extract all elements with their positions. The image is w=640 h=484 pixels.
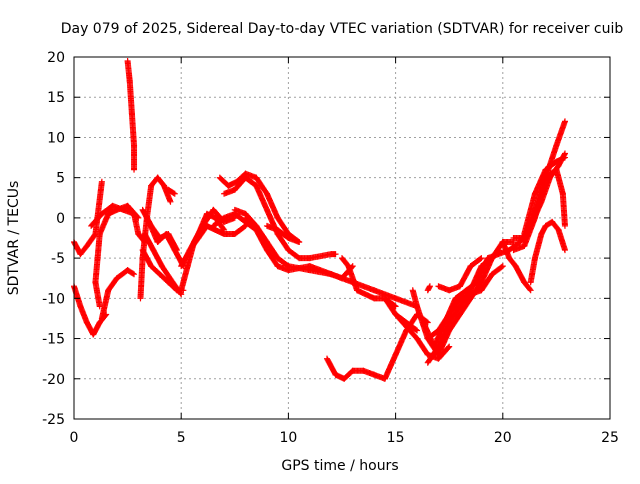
data-point xyxy=(98,178,105,185)
data-point xyxy=(332,251,339,258)
y-axis-label: SDTVAR / TECUs xyxy=(6,181,22,296)
data-point xyxy=(478,255,485,262)
x-tick-label: 15 xyxy=(387,430,405,446)
data-point xyxy=(170,190,177,197)
x-tick-label: 20 xyxy=(494,430,512,446)
data-point xyxy=(561,247,568,254)
y-tick-label: 15 xyxy=(47,90,65,106)
plot-frame xyxy=(73,56,611,420)
axis-ticks: 0 5 10 15 20 25 -25 -20 -15 -10 -5 0 5 10 15 20 xyxy=(42,50,619,446)
y-tick-label: 20 xyxy=(47,50,65,66)
y-tick-label: -10 xyxy=(42,291,65,307)
data-point xyxy=(446,343,453,350)
y-tick-label: 0 xyxy=(56,211,65,227)
y-tick-label: -20 xyxy=(42,372,65,388)
data-point xyxy=(426,283,433,290)
y-tick-label: 5 xyxy=(56,171,65,187)
data-point xyxy=(167,198,174,205)
data-point xyxy=(561,154,568,161)
grid xyxy=(74,57,610,419)
data-point xyxy=(129,270,136,277)
data-point xyxy=(561,118,568,125)
x-tick-label: 25 xyxy=(601,430,619,446)
data-point xyxy=(499,263,506,270)
data-point xyxy=(526,286,533,293)
data-point xyxy=(296,239,303,246)
x-tick-label: 0 xyxy=(70,430,79,446)
data-point xyxy=(445,344,452,351)
data-point xyxy=(413,326,420,333)
data-point xyxy=(392,303,399,310)
data-point xyxy=(527,287,534,294)
data-point xyxy=(173,247,180,254)
data-point xyxy=(171,190,178,197)
chart-title: Day 079 of 2025, Sidereal Day-to-day VTE… xyxy=(61,21,624,37)
y-tick-label: -25 xyxy=(42,412,65,428)
data-point xyxy=(498,263,505,270)
x-tick-label: 5 xyxy=(177,430,186,446)
y-tick-label: 10 xyxy=(47,130,65,146)
data-point xyxy=(131,166,138,173)
data-point xyxy=(414,327,421,334)
y-tick-label: -15 xyxy=(42,332,65,348)
data-point xyxy=(177,290,184,297)
data-point xyxy=(477,255,484,262)
data-point xyxy=(131,271,138,278)
x-axis-label: GPS time / hours xyxy=(281,458,398,474)
y-tick-label: -5 xyxy=(51,251,65,267)
data-point xyxy=(241,223,248,230)
data-point xyxy=(561,222,568,229)
data-points xyxy=(71,58,568,382)
x-tick-label: 10 xyxy=(279,430,297,446)
